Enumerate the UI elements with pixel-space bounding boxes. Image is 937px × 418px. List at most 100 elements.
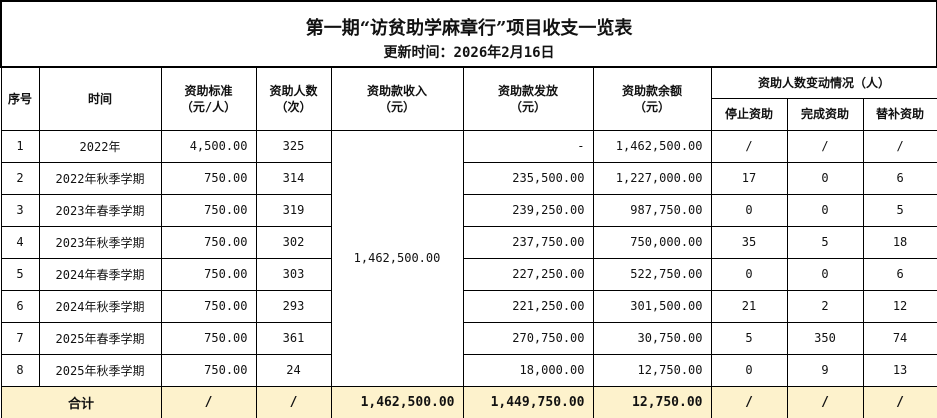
cell-standard: 4,500.00 bbox=[160, 129, 257, 163]
total-income: 1,462,500.00 bbox=[330, 385, 464, 418]
total-completed: / bbox=[786, 385, 864, 418]
cell-seq: 6 bbox=[0, 289, 40, 323]
cell-balance: 12,750.00 bbox=[592, 353, 712, 387]
cell-balance: 301,500.00 bbox=[592, 289, 712, 323]
total-payout: 1,449,750.00 bbox=[462, 385, 594, 418]
cell-count: 314 bbox=[255, 161, 332, 195]
header-time: 时间 bbox=[38, 66, 162, 131]
cell-seq: 3 bbox=[0, 193, 40, 227]
table-row: 7 2025年春季学期 750.00 361 270,750.00 30,750.00 5 3… bbox=[0, 321, 937, 355]
cell-count: 361 bbox=[255, 321, 332, 355]
cell-added: 6 bbox=[862, 257, 937, 291]
table-row: 2 2022年秋季学期 750.00 314 235,500.00 1,227,000.0… bbox=[0, 161, 937, 195]
cell-payout: - bbox=[462, 129, 594, 163]
cell-standard: 750.00 bbox=[160, 225, 257, 259]
cell-standard: 750.00 bbox=[160, 353, 257, 387]
cell-payout: 227,250.00 bbox=[462, 257, 594, 291]
table-row: 1 2022年 4,500.00 325 1,462,500.00-1,462,500.… bbox=[0, 129, 937, 387]
cell-stopped: 5 bbox=[710, 321, 788, 355]
cell-stopped: 21 bbox=[710, 289, 788, 323]
header-standard: 资助标准 （元/人） bbox=[160, 66, 257, 131]
cell-completed: 0 bbox=[786, 193, 864, 227]
cell-added: 18 bbox=[862, 225, 937, 259]
cell-added: 6 bbox=[862, 161, 937, 195]
cell-count: 319 bbox=[255, 193, 332, 227]
cell-stopped: 0 bbox=[710, 257, 788, 291]
header-payout: 资助款发放 （元） bbox=[462, 66, 594, 131]
header-change-group: 资助人数变动情况（人） bbox=[710, 66, 937, 99]
cell-standard: 750.00 bbox=[160, 321, 257, 355]
cell-completed: 0 bbox=[786, 257, 864, 291]
cell-completed: 0 bbox=[786, 161, 864, 195]
cell-payout: 237,750.00 bbox=[462, 225, 594, 259]
cell-payout: 221,250.00 bbox=[462, 289, 594, 323]
cell-balance: 30,750.00 bbox=[592, 321, 712, 355]
cell-count: 303 bbox=[255, 257, 332, 291]
table-row: 5 2024年春季学期 750.00 303 227,250.00 522,750.00 0… bbox=[0, 257, 937, 291]
header-stopped: 停止资助 bbox=[710, 97, 788, 131]
cell-standard: 750.00 bbox=[160, 193, 257, 227]
table-row: 8 2025年秋季学期 750.00 24 18,000.00 12,750.00 0 9 13 bbox=[0, 353, 937, 387]
cell-time: 2025年秋季学期 bbox=[38, 353, 162, 387]
header-income: 资助款收入 （元） bbox=[330, 66, 464, 131]
cell-balance: 987,750.00 bbox=[592, 193, 712, 227]
cell-seq: 2 bbox=[0, 161, 40, 195]
page-title: 第一期“访贫助学麻章行”项目收支一览表 bbox=[305, 18, 633, 39]
cell-standard: 750.00 bbox=[160, 257, 257, 291]
cell-count: 325 bbox=[255, 129, 332, 163]
total-standard: / bbox=[160, 385, 257, 418]
cell-income-merged: 1,462,500.00 bbox=[330, 129, 464, 387]
total-row: 合计 / / 1,462,500.00 1,449,750.00 12,750.… bbox=[0, 385, 937, 418]
total-added: / bbox=[862, 385, 937, 418]
cell-completed: 2 bbox=[786, 289, 864, 323]
total-balance: 12,750.00 bbox=[592, 385, 712, 418]
cell-balance: 1,462,500.00 bbox=[592, 129, 712, 163]
total-stopped: / bbox=[710, 385, 788, 418]
cell-stopped: 0 bbox=[710, 353, 788, 387]
cell-stopped: 0 bbox=[710, 193, 788, 227]
cell-count: 24 bbox=[255, 353, 332, 387]
cell-payout: 239,250.00 bbox=[462, 193, 594, 227]
cell-seq: 4 bbox=[0, 225, 40, 259]
cell-payout: 18,000.00 bbox=[462, 353, 594, 387]
header-balance: 资助款余额 （元） bbox=[592, 66, 712, 131]
update-time: 更新时间：2026年2月16日 bbox=[383, 45, 555, 61]
title-cell: 第一期“访贫助学麻章行”项目收支一览表更新时间：2026年2月16日 bbox=[0, 0, 937, 68]
cell-payout: 270,750.00 bbox=[462, 321, 594, 355]
cell-seq: 8 bbox=[0, 353, 40, 387]
header-added: 替补资助 bbox=[862, 97, 937, 131]
cell-stopped: / bbox=[710, 129, 788, 163]
table-row: 6 2024年秋季学期 750.00 293 221,250.00 301,500.00 2… bbox=[0, 289, 937, 323]
header-count: 资助人数 （次） bbox=[255, 66, 332, 131]
cell-seq: 1 bbox=[0, 129, 40, 163]
cell-standard: 750.00 bbox=[160, 289, 257, 323]
cell-stopped: 35 bbox=[710, 225, 788, 259]
cell-completed: 9 bbox=[786, 353, 864, 387]
header-completed: 完成资助 bbox=[786, 97, 864, 131]
cell-time: 2023年秋季学期 bbox=[38, 225, 162, 259]
cell-seq: 5 bbox=[0, 257, 40, 291]
cell-time: 2024年秋季学期 bbox=[38, 289, 162, 323]
cell-time: 2022年秋季学期 bbox=[38, 161, 162, 195]
cell-payout: 235,500.00 bbox=[462, 161, 594, 195]
cell-added: 74 bbox=[862, 321, 937, 355]
cell-count: 302 bbox=[255, 225, 332, 259]
cell-seq: 7 bbox=[0, 321, 40, 355]
cell-balance: 750,000.00 bbox=[592, 225, 712, 259]
cell-balance: 522,750.00 bbox=[592, 257, 712, 291]
cell-stopped: 17 bbox=[710, 161, 788, 195]
cell-completed: / bbox=[786, 129, 864, 163]
cell-time: 2022年 bbox=[38, 129, 162, 163]
table-row: 4 2023年秋季学期 750.00 302 237,750.00 750,000.00 3… bbox=[0, 225, 937, 259]
header-seq: 序号 bbox=[0, 66, 40, 131]
cell-added: / bbox=[862, 129, 937, 163]
cell-completed: 5 bbox=[786, 225, 864, 259]
cell-standard: 750.00 bbox=[160, 161, 257, 195]
cell-time: 2025年春季学期 bbox=[38, 321, 162, 355]
table-row: 3 2023年春季学期 750.00 319 239,250.00 987,750.00 0… bbox=[0, 193, 937, 227]
cell-added: 13 bbox=[862, 353, 937, 387]
cell-count: 293 bbox=[255, 289, 332, 323]
total-label: 合计 bbox=[0, 385, 162, 418]
